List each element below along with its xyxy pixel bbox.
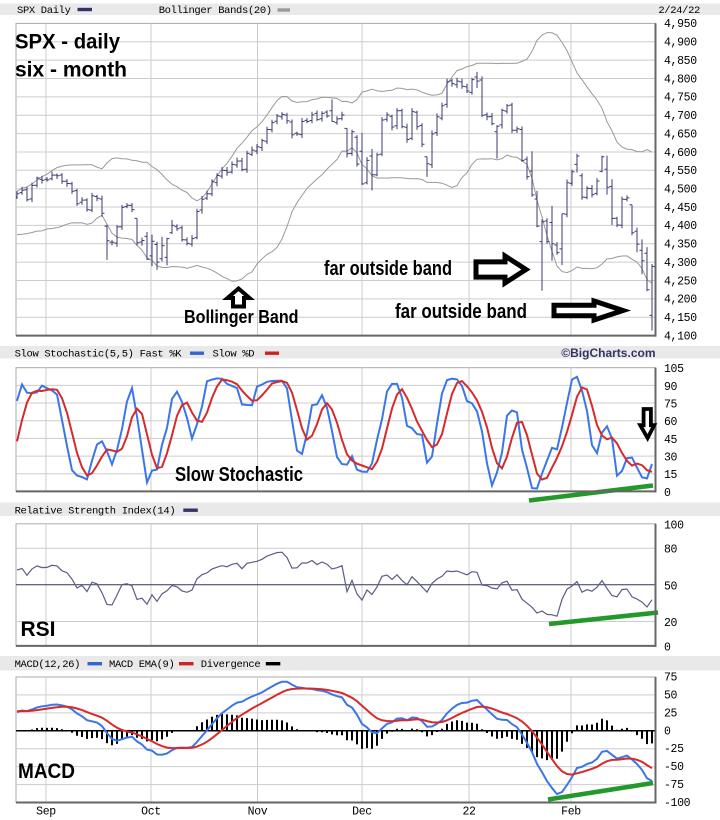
svg-text:Relative Strength Index(14): Relative Strength Index(14): [15, 506, 176, 518]
svg-text:4,700: 4,700: [664, 110, 697, 123]
svg-text:4,800: 4,800: [664, 73, 697, 86]
svg-text:25: 25: [664, 707, 678, 720]
svg-text:Bollinger Band: Bollinger Band: [184, 306, 299, 327]
svg-text:-25: -25: [664, 743, 684, 756]
svg-text:22: 22: [462, 806, 476, 819]
svg-text:0: 0: [664, 641, 671, 654]
svg-text:4,250: 4,250: [664, 275, 697, 288]
svg-text:4,950: 4,950: [664, 18, 697, 31]
svg-text:4,850: 4,850: [664, 55, 697, 68]
svg-text:4,600: 4,600: [664, 147, 697, 160]
svg-text:RSI: RSI: [21, 617, 56, 641]
svg-text:Divergence: Divergence: [201, 659, 261, 671]
svg-text:100: 100: [664, 519, 684, 532]
svg-text:4,350: 4,350: [664, 239, 697, 252]
svg-text:2/24/22: 2/24/22: [658, 5, 700, 17]
svg-text:45: 45: [664, 434, 678, 447]
svg-text:90: 90: [664, 381, 678, 394]
svg-text:15: 15: [664, 469, 678, 482]
svg-text:six - month: six - month: [15, 59, 127, 82]
svg-text:MACD: MACD: [18, 759, 75, 783]
svg-text:4,900: 4,900: [664, 37, 697, 50]
svg-text:60: 60: [664, 416, 678, 429]
svg-text:-100: -100: [664, 797, 691, 810]
svg-text:20: 20: [664, 617, 678, 630]
svg-text:0: 0: [664, 725, 671, 738]
svg-text:Feb: Feb: [561, 806, 581, 819]
svg-text:4,550: 4,550: [664, 165, 697, 178]
svg-text:105: 105: [664, 363, 684, 376]
svg-text:Slow Stochastic(5,5) Fast %K: Slow Stochastic(5,5) Fast %K: [15, 349, 183, 361]
svg-text:4,650: 4,650: [664, 128, 697, 141]
svg-text:-75: -75: [664, 779, 684, 792]
svg-text:50: 50: [664, 580, 678, 593]
svg-text:50: 50: [664, 689, 678, 702]
svg-text:4,400: 4,400: [664, 220, 697, 233]
svg-text:©BigCharts.com: ©BigCharts.com: [561, 346, 655, 360]
svg-text:4,450: 4,450: [664, 202, 697, 215]
svg-text:80: 80: [664, 544, 678, 557]
svg-text:4,100: 4,100: [664, 330, 697, 343]
svg-text:-50: -50: [664, 761, 684, 774]
svg-text:4,750: 4,750: [664, 92, 697, 105]
svg-text:Slow %D: Slow %D: [213, 349, 255, 361]
svg-text:SPX - daily: SPX - daily: [15, 31, 120, 54]
svg-text:MACD(12,26): MACD(12,26): [15, 659, 80, 671]
svg-text:Nov: Nov: [248, 806, 268, 819]
svg-text:4,500: 4,500: [664, 184, 697, 197]
svg-text:far outside band: far outside band: [395, 301, 527, 323]
svg-text:4,150: 4,150: [664, 312, 697, 325]
svg-text:MACD EMA(9): MACD EMA(9): [109, 659, 174, 671]
svg-text:0: 0: [664, 487, 671, 500]
svg-text:far outside band: far outside band: [324, 258, 452, 280]
svg-text:Dec: Dec: [352, 806, 372, 819]
svg-text:SPX Daily: SPX Daily: [17, 5, 71, 17]
svg-text:Oct: Oct: [141, 806, 161, 819]
svg-text:4,200: 4,200: [664, 294, 697, 307]
svg-text:Bollinger Bands(20): Bollinger Bands(20): [159, 5, 272, 17]
svg-text:75: 75: [664, 672, 678, 685]
svg-text:75: 75: [664, 399, 678, 412]
svg-text:Slow Stochastic: Slow Stochastic: [175, 463, 303, 486]
svg-text:Sep: Sep: [36, 806, 56, 819]
svg-text:4,300: 4,300: [664, 257, 697, 270]
svg-text:30: 30: [664, 452, 678, 465]
